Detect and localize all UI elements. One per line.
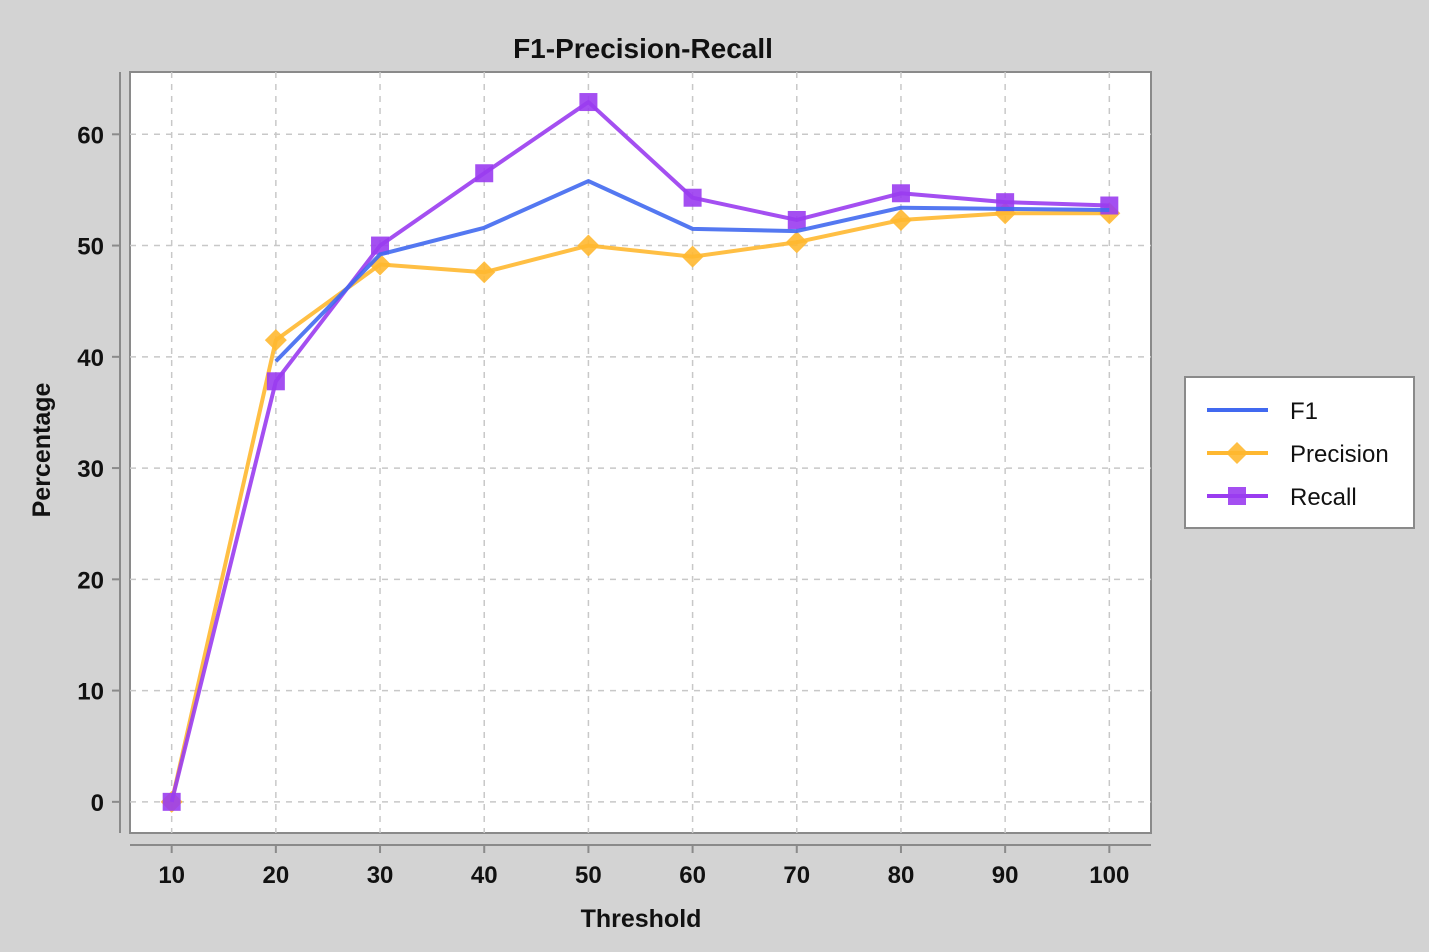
x-tick-label: 100 [1089,862,1129,889]
data-point-recall [266,372,285,391]
y-axis-label: Percentage [28,383,56,518]
data-point-recall [683,188,702,207]
x-tick-label: 90 [992,862,1019,889]
x-tick-label: 70 [783,862,810,889]
y-tick-label: 50 [77,234,104,261]
data-point-recall [996,193,1015,212]
data-point-recall [162,792,181,811]
data-point-precision [785,231,808,254]
x-tick-label: 10 [158,862,185,889]
x-tick-label: 20 [263,862,290,889]
y-tick-label: 40 [77,345,104,372]
y-tick-label: 30 [77,456,104,483]
grid [130,72,1151,833]
y-tick-label: 60 [77,122,104,149]
x-tick-label: 40 [471,862,498,889]
series-recall [162,93,1119,811]
data-point-recall [371,236,390,255]
x-ticks: 10 20 30 40 50 60 70 80 90 100 [158,845,1129,889]
x-tick-label: 80 [888,862,915,889]
legend-marker-recall [1228,487,1246,505]
series-layer [160,93,1121,813]
data-point-precision [473,261,496,284]
series-line-f1 [274,179,1110,363]
legend-label-recall: Recall [1290,484,1357,511]
x-tick-label: 60 [679,862,706,889]
legend-label-precision: Precision [1290,441,1389,468]
x-tick-label: 30 [367,862,394,889]
data-point-precision [264,329,287,352]
y-tick-label: 0 [91,790,104,817]
x-axis-label: Threshold [581,905,702,933]
legend-label-f1: F1 [1290,398,1318,425]
data-point-precision [889,208,912,231]
data-point-precision [681,245,704,268]
x-tick-label: 50 [575,862,602,889]
data-point-recall [475,164,494,183]
series-line-precision [169,211,1110,803]
y-ticks: 0 10 20 30 40 50 60 [77,122,120,817]
data-point-recall [787,210,806,229]
series-f1 [274,179,1110,363]
y-tick-label: 10 [77,679,104,706]
data-point-recall [579,93,598,112]
chart-title: F1-Precision-Recall [513,33,773,64]
y-tick-label: 20 [77,567,104,594]
series-line-recall [169,100,1110,803]
data-point-recall [891,184,910,203]
legend: F1 Precision Recall [1184,376,1415,529]
data-point-precision [577,234,600,257]
legend-marker-precision [1226,442,1248,464]
plot-area [129,71,1152,834]
